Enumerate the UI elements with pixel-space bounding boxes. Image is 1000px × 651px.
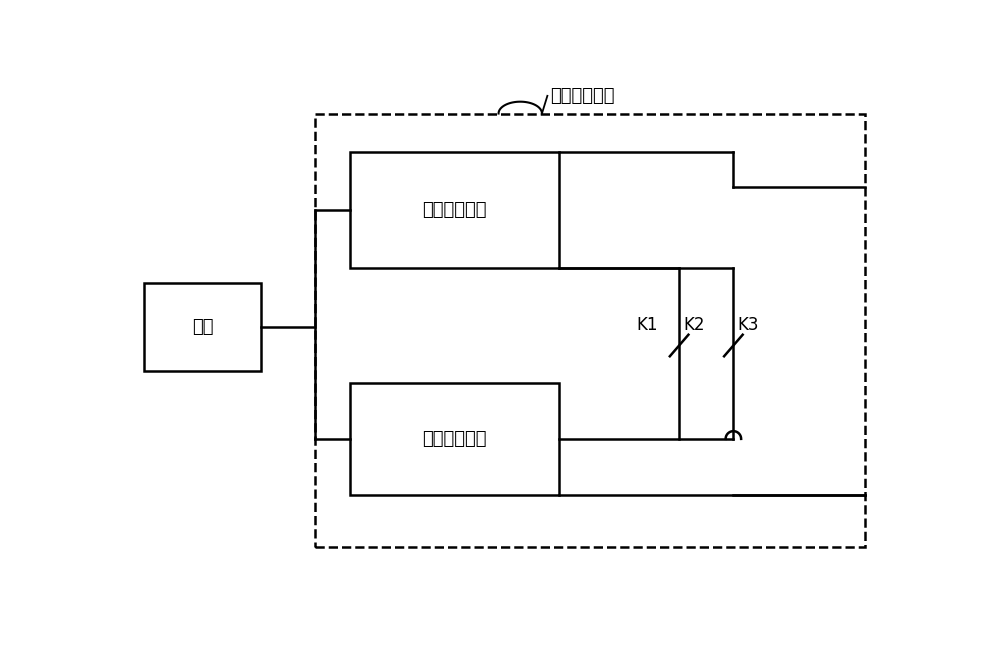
Text: 电压变换模块: 电压变换模块 [422, 430, 487, 448]
Bar [350, 152, 559, 268]
Bar [144, 283, 261, 372]
Text: K2: K2 [683, 316, 704, 334]
Bar [315, 113, 865, 547]
Text: 电源: 电源 [192, 318, 213, 336]
Text: 功率变换装置: 功率变换装置 [550, 87, 614, 105]
Bar [350, 383, 559, 495]
Text: 电压变换模块: 电压变换模块 [422, 201, 487, 219]
Text: K1: K1 [637, 316, 658, 334]
Text: K3: K3 [737, 316, 759, 334]
